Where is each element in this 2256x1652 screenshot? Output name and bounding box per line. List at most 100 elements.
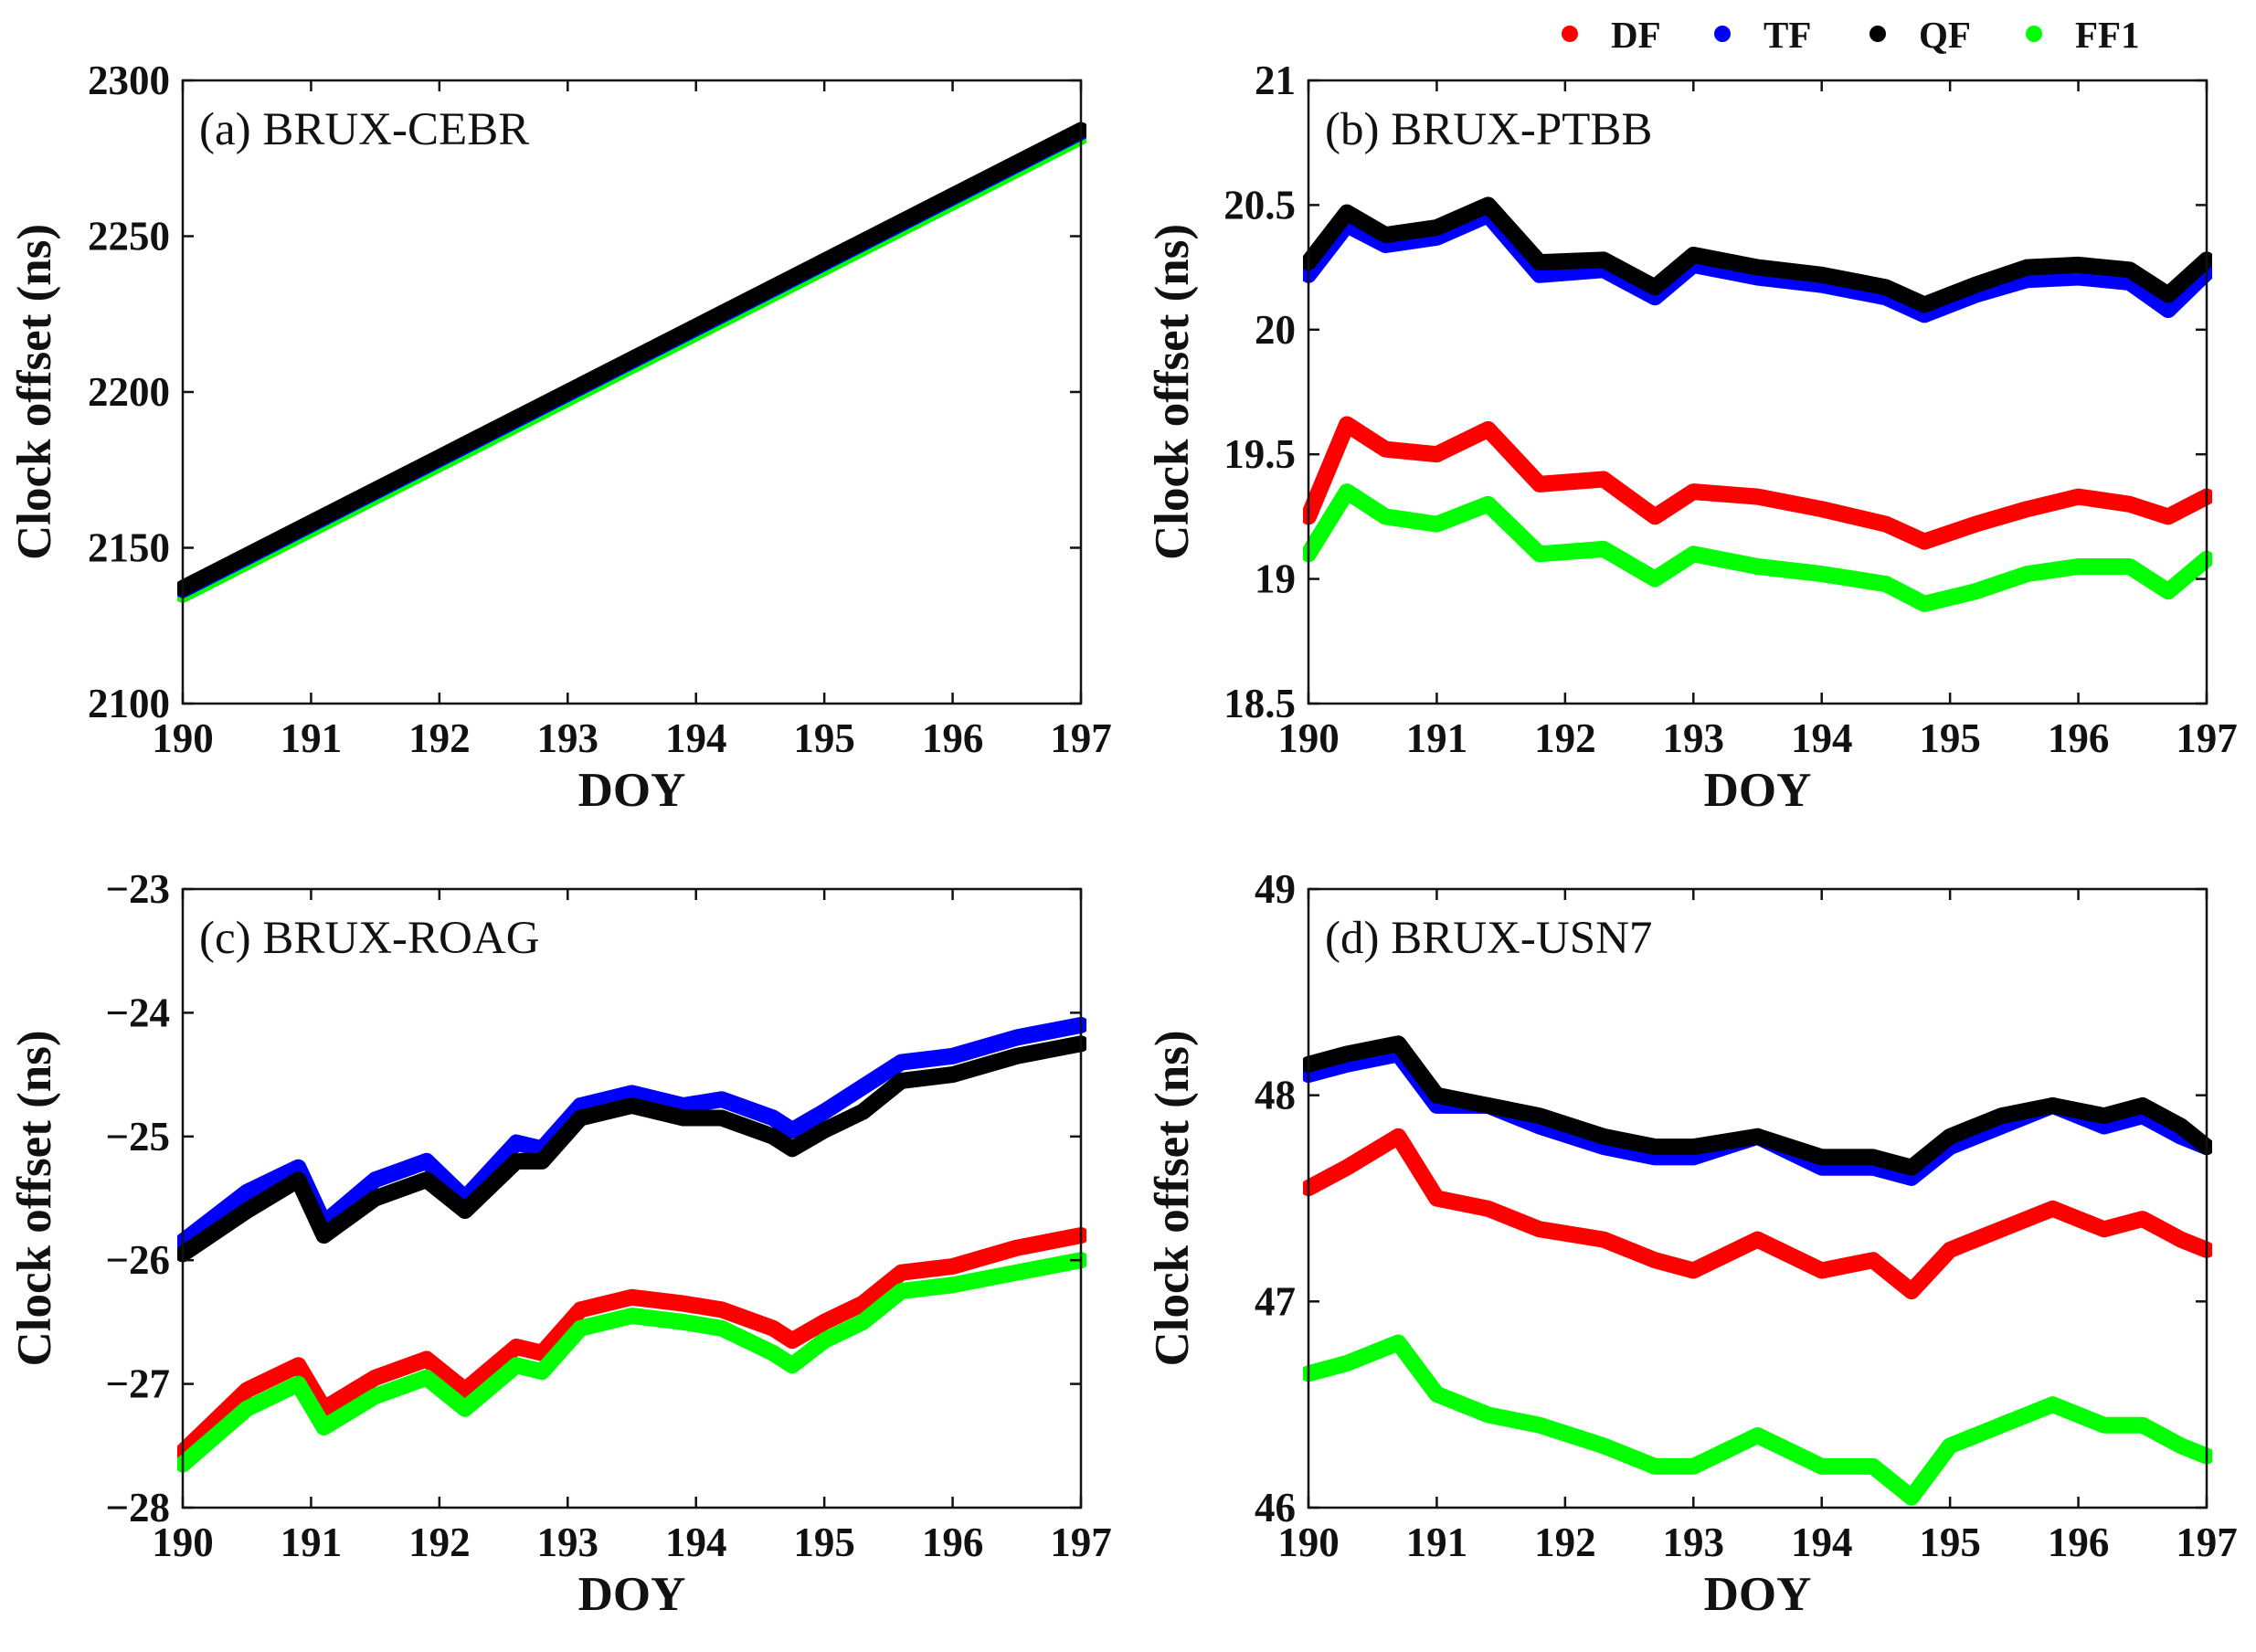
legend-marker-tf	[1714, 26, 1731, 42]
y-tick-label: 48	[1255, 1073, 1296, 1118]
plot-frame	[1307, 79, 2208, 705]
panel-3: 190 191 192 193 194 195 196 197 −28 −27 −26 −25 −24 −…	[8, 866, 1112, 1621]
x-tick-label: 193	[537, 715, 599, 761]
x-tick-label: 194	[665, 715, 727, 761]
x-tick-label: 197	[1050, 1520, 1112, 1565]
series-line-qf	[177, 122, 1086, 597]
y-tick-label: 20.5	[1223, 182, 1296, 228]
series-line-qf	[1303, 1035, 2212, 1176]
x-tick-label: 191	[1406, 1520, 1468, 1565]
panels: 190 191 192 193 194 195 196 197 2100 2150 2200 2250…	[8, 58, 2238, 1621]
panel-title: (c) BRUX-ROAG	[199, 913, 540, 964]
legend-item-df: DF	[1562, 14, 1661, 56]
y-tick-label: 19	[1255, 556, 1296, 602]
y-tick-label: −27	[105, 1361, 170, 1407]
x-tick-label: 192	[1534, 715, 1596, 761]
y-tick-label: 18.5	[1223, 681, 1296, 726]
y-tick-label: −25	[105, 1114, 170, 1160]
legend-label-tf: TF	[1763, 14, 1811, 56]
x-tick-label: 195	[793, 715, 855, 761]
series-line-tf	[177, 1016, 1086, 1250]
x-tick-label: 197	[2176, 715, 2238, 761]
x-axis-label: DOY	[578, 764, 686, 817]
x-tick-label: 193	[1663, 715, 1725, 761]
x-tick-label: 190	[152, 1520, 214, 1565]
x-tick-label: 194	[665, 1520, 727, 1565]
y-axis-label: Clock offset (ns)	[1146, 224, 1199, 560]
panel-2: 190 191 192 193 194 195 196 197 18.5 19 19.5 20 20.5…	[1146, 58, 2238, 817]
series-line-qf	[177, 1035, 1086, 1263]
series-group	[177, 122, 1086, 603]
x-tick-label: 192	[408, 715, 471, 761]
y-tick-label: 19.5	[1223, 431, 1296, 477]
y-tick-label: 20	[1255, 307, 1296, 353]
x-tick-label: 196	[2048, 715, 2110, 761]
x-tick-label: 190	[1277, 715, 1340, 761]
panel-4: 190 191 192 193 194 195 196 197 46 47 48 49 (d) BRUX…	[1146, 866, 2238, 1621]
y-axis-label: Clock offset (ns)	[8, 1031, 61, 1367]
x-tick-label: 191	[1406, 715, 1468, 761]
series-group	[1303, 196, 2212, 612]
series-line-df	[177, 1227, 1086, 1461]
x-axis-label: DOY	[1704, 1568, 1812, 1621]
x-tick-label: 196	[922, 715, 984, 761]
x-axis-label: DOY	[1704, 764, 1812, 817]
legend-marker-df	[1562, 26, 1578, 42]
y-tick-label: 2300	[88, 58, 170, 103]
x-tick-label: 195	[1919, 715, 1981, 761]
x-tick-label: 194	[1791, 1520, 1853, 1565]
x-tick-label: 191	[281, 1520, 343, 1565]
y-tick-label: −28	[105, 1485, 170, 1530]
x-tick-label: 192	[1534, 1520, 1596, 1565]
x-tick-label: 194	[1791, 715, 1853, 761]
legend: DF TF QF FF1	[1562, 14, 2140, 56]
y-tick-label: −26	[105, 1237, 170, 1283]
series-line-df	[1303, 1128, 2212, 1300]
legend-item-ff1: FF1	[2026, 14, 2140, 56]
series-line-qf	[1303, 196, 2212, 313]
x-tick-label: 195	[1919, 1520, 1981, 1565]
y-tick-label: 21	[1255, 58, 1296, 103]
series-group	[177, 1016, 1086, 1473]
x-tick-label: 190	[1277, 1520, 1340, 1565]
legend-marker-qf	[1869, 26, 1886, 42]
series-line-ff1	[1303, 483, 2212, 612]
legend-label-qf: QF	[1919, 14, 1971, 56]
series-line-df	[1303, 416, 2212, 550]
x-tick-label: 193	[537, 1520, 599, 1565]
y-tick-label: −24	[105, 990, 170, 1035]
series-group	[1303, 1035, 2212, 1506]
y-axis-label: Clock offset (ns)	[1146, 1031, 1199, 1367]
legend-label-ff1: FF1	[2075, 14, 2140, 56]
legend-marker-ff1	[2026, 26, 2042, 42]
x-tick-label: 195	[793, 1520, 855, 1565]
x-tick-label: 191	[281, 715, 343, 761]
panel-title: (a) BRUX-CEBR	[199, 104, 529, 155]
legend-item-tf: TF	[1714, 14, 1811, 56]
x-axis-label: DOY	[578, 1568, 686, 1621]
series-line-ff1	[1303, 1334, 2212, 1506]
panel-1: 190 191 192 193 194 195 196 197 2100 2150 2200 2250…	[8, 58, 1112, 817]
x-tick-label: 196	[2048, 1520, 2110, 1565]
x-tick-label: 190	[152, 715, 214, 761]
x-tick-label: 196	[922, 1520, 984, 1565]
legend-item-qf: QF	[1869, 14, 1971, 56]
series-line-tf	[1303, 206, 2212, 323]
y-tick-label: −23	[105, 866, 170, 912]
y-tick-label: 2150	[88, 525, 170, 571]
panel-title: (b) BRUX-PTBB	[1325, 104, 1652, 155]
y-tick-label: 2250	[88, 214, 170, 259]
plot-frame	[181, 79, 1083, 705]
x-tick-label: 197	[2176, 1520, 2238, 1565]
x-tick-label: 193	[1663, 1520, 1725, 1565]
y-tick-label: 47	[1255, 1278, 1296, 1324]
panel-title: (d) BRUX-USN7	[1325, 913, 1652, 964]
legend-label-df: DF	[1611, 14, 1661, 56]
y-tick-label: 2100	[88, 681, 170, 726]
plot-frame	[1307, 887, 2208, 1509]
y-tick-label: 49	[1255, 866, 1296, 912]
plot-frame	[181, 887, 1083, 1509]
y-tick-label: 2200	[88, 369, 170, 415]
x-tick-label: 192	[408, 1520, 471, 1565]
